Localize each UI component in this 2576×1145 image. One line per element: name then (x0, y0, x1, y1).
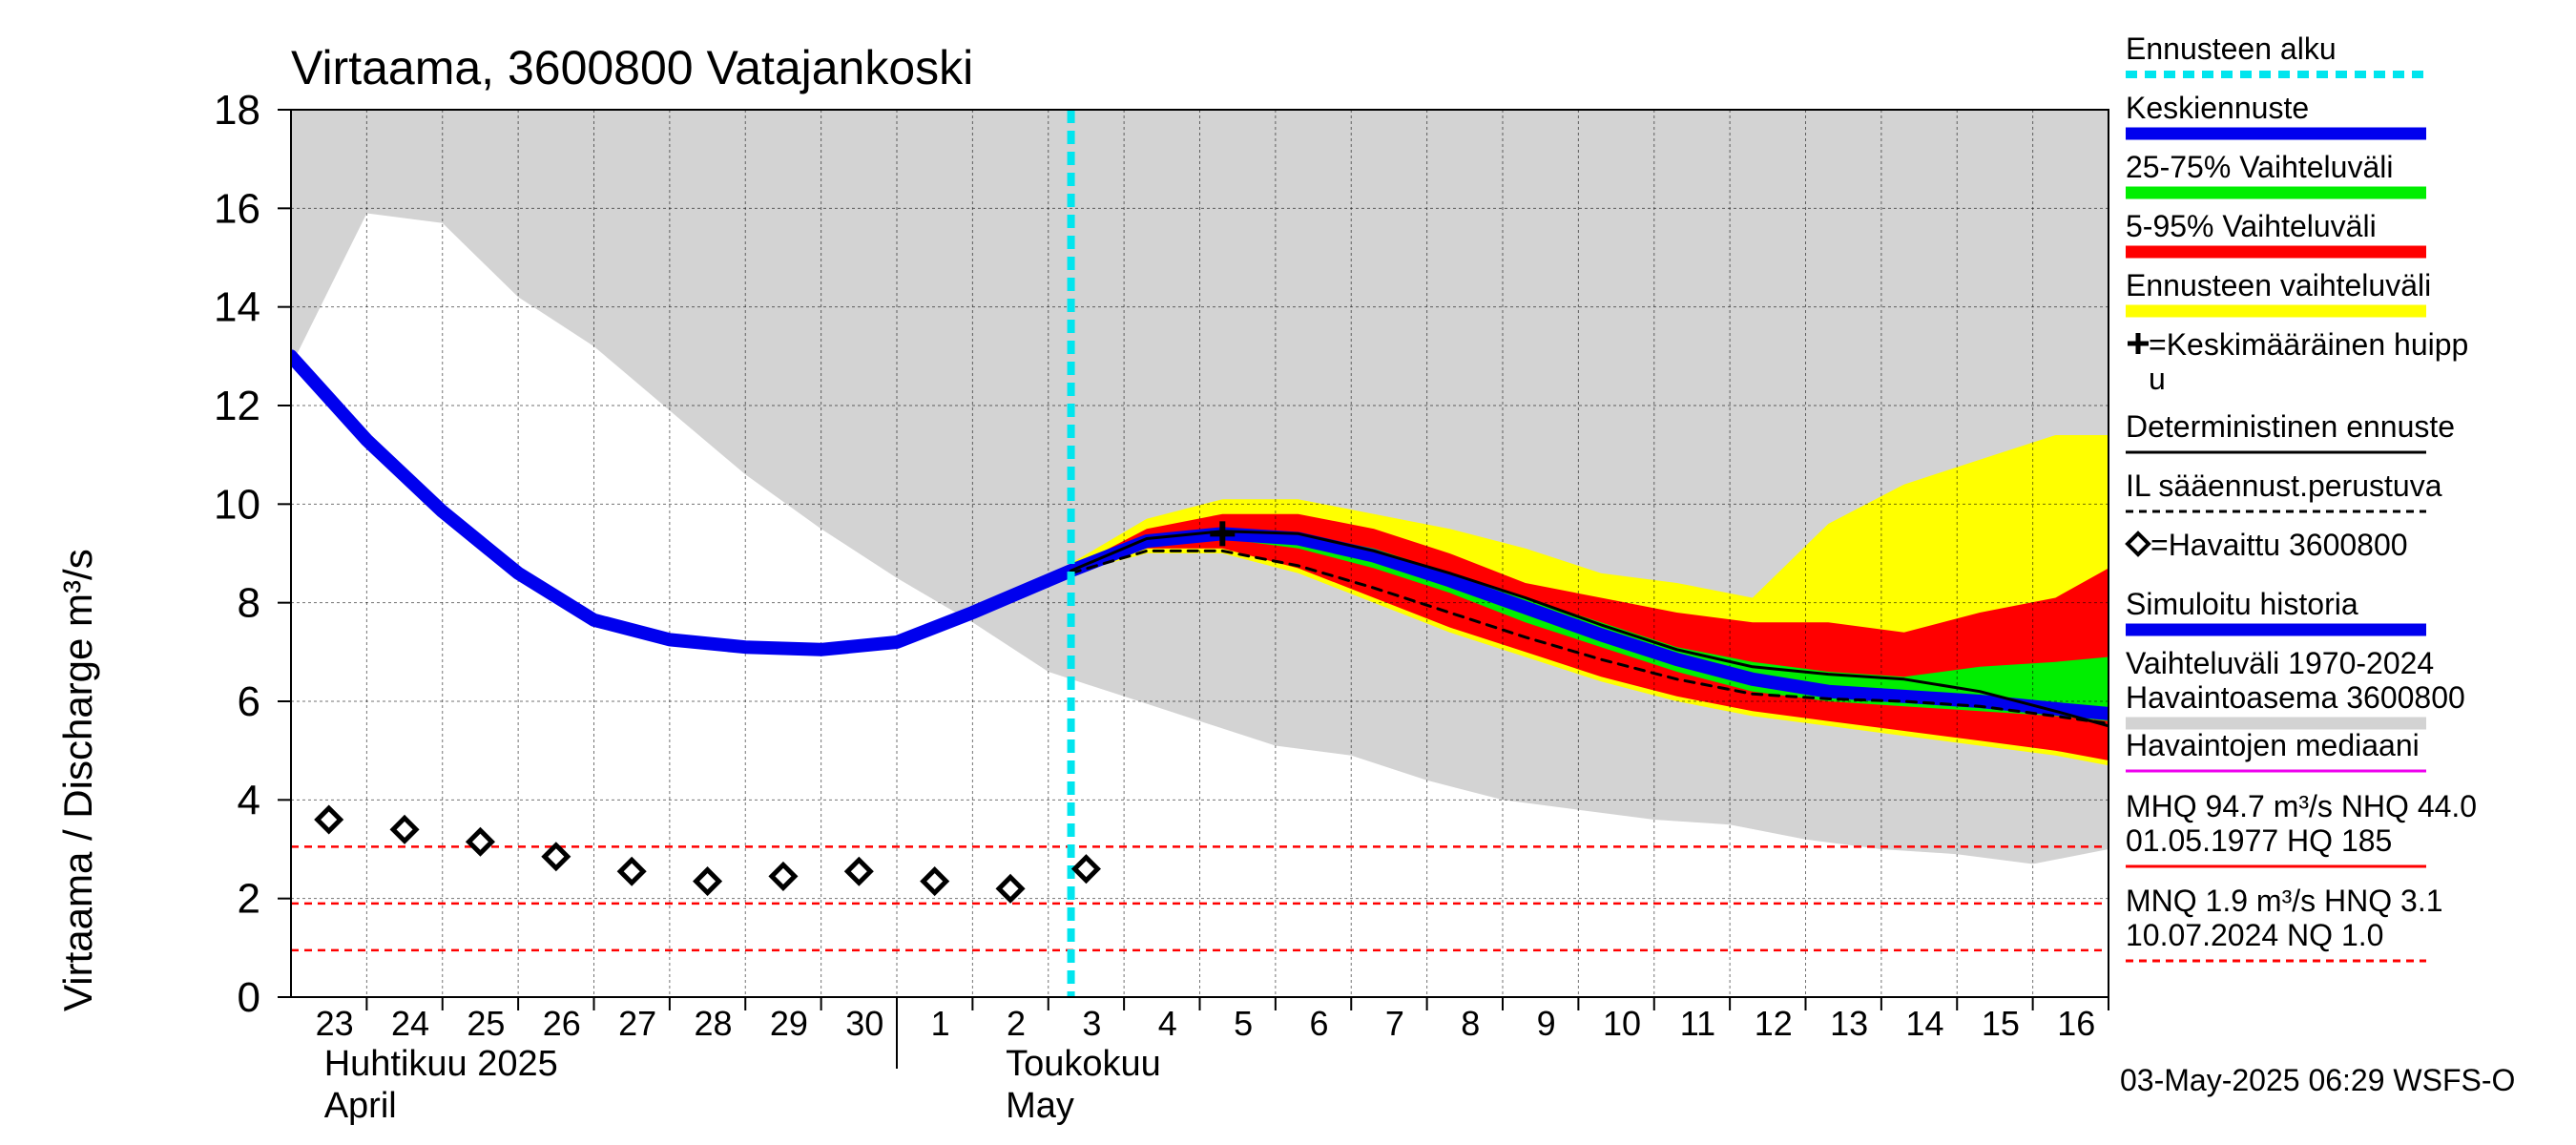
legend-label: u (2149, 362, 2166, 396)
observed-point (768, 861, 799, 891)
legend-label: Ennusteen vaihteluväli (2126, 268, 2431, 302)
legend-item: Ennusteen vaihteluväli (2126, 268, 2431, 318)
legend-item: 5-95% Vaihteluväli (2126, 209, 2426, 259)
x-tick-label: 23 (316, 1004, 354, 1043)
x-tick-label: 15 (1982, 1004, 2020, 1043)
month-label-en-april: April (324, 1086, 397, 1126)
y-tick-label: 12 (214, 383, 260, 429)
legend-item: MNQ 1.9 m³/s HNQ 3.110.07.2024 NQ 1.0 (2126, 884, 2443, 963)
legend-label: Deterministinen ennuste (2126, 409, 2455, 444)
legend-label: Havaintoasema 3600800 (2126, 680, 2465, 715)
y-tick-label: 2 (238, 876, 260, 923)
x-tick-label: 9 (1537, 1004, 1556, 1043)
y-tick-label: 18 (214, 87, 260, 134)
y-axis-label: Virtaama / Discharge m³/s (55, 549, 100, 1011)
month-label-april: Huhtikuu 2025 (324, 1044, 558, 1084)
x-tick-label: 13 (1830, 1004, 1868, 1043)
legend-label: Keskiennuste (2126, 91, 2309, 125)
legend-item: Vaihteluväli 1970-2024 Havaintoasema 360… (2126, 646, 2465, 730)
x-tick-label: 11 (1680, 1004, 1715, 1043)
y-tick-label: 10 (214, 481, 260, 528)
y-tick-label: 4 (238, 777, 260, 823)
x-tick-label: 3 (1082, 1004, 1101, 1043)
observed-point (389, 814, 420, 844)
series-line-il-s-ennust-perustuva (1070, 549, 2109, 725)
series-line-simuloitu-historia (291, 349, 1078, 656)
plot-area (291, 110, 2109, 997)
legend-item: Havaintojen mediaani (2126, 728, 2426, 773)
legend-item: Ennusteen alku (2126, 31, 2426, 78)
legend-item: =Havaittu 3600800 (2125, 528, 2408, 562)
legend-label: Simuloitu historia (2126, 587, 2358, 621)
x-tick-label: 5 (1234, 1004, 1253, 1043)
series-line-keskiennuste (1064, 527, 2109, 720)
x-tick-label: 14 (1906, 1004, 1944, 1043)
y-tick-label: 8 (238, 580, 260, 627)
x-tick-label: 29 (770, 1004, 808, 1043)
legend: Ennusteen alku Keskiennuste 25-75% Vaihtel… (2125, 31, 2477, 963)
legend-item: IL sääennust.perustuva (2126, 468, 2442, 513)
legend-item: Keskiennuste (2126, 91, 2426, 140)
observed-point (541, 842, 571, 872)
legend-label: 01.05.1977 HQ 185 (2126, 823, 2392, 858)
diamond-icon (2125, 531, 2151, 557)
x-tick-label: 6 (1310, 1004, 1329, 1043)
observed-point (1070, 854, 1101, 885)
y-tick-label: 14 (214, 284, 260, 331)
x-tick-label: 24 (391, 1004, 429, 1043)
x-tick-label: 4 (1158, 1004, 1177, 1043)
legend-label: =Havaittu 3600800 (2150, 528, 2408, 562)
observed-point (616, 856, 647, 886)
observed-point (693, 866, 723, 897)
mean-peak-marker (1210, 521, 1236, 547)
y-tick-label: 0 (238, 974, 260, 1021)
observed-point (314, 804, 344, 835)
legend-label: Vaihteluväli 1970-2024 (2126, 646, 2434, 680)
x-tick-label: 26 (543, 1004, 581, 1043)
y-tick-label: 6 (238, 678, 260, 725)
observed-point (843, 856, 874, 886)
x-tick-label: 2 (1007, 1004, 1026, 1043)
x-tick-label: 30 (845, 1004, 883, 1043)
x-tick-label: 27 (618, 1004, 656, 1043)
x-tick-label: 28 (695, 1004, 733, 1043)
x-tick-label: 8 (1461, 1004, 1480, 1043)
legend-label: MHQ 94.7 m³/s NHQ 44.0 (2126, 789, 2477, 823)
month-label-may: Toukokuu (1006, 1044, 1161, 1084)
observed-point (920, 866, 950, 897)
x-tick-label: 1 (931, 1004, 950, 1043)
observed-point (995, 873, 1026, 904)
legend-label: =Keskimääräinen huipp (2149, 327, 2468, 362)
legend-item: MHQ 94.7 m³/s NHQ 44.001.05.1977 HQ 185 (2126, 789, 2477, 868)
month-label-en-may: May (1006, 1086, 1074, 1126)
legend-label: 25-75% Vaihteluväli (2126, 150, 2393, 184)
legend-label: Havaintojen mediaani (2126, 728, 2420, 762)
chart-title: Virtaama, 3600800 Vatajankoski (291, 41, 973, 94)
legend-label: 5-95% Vaihteluväli (2126, 209, 2377, 243)
x-tick-label: 12 (1755, 1004, 1793, 1043)
x-tick-label: 10 (1603, 1004, 1641, 1043)
observed-point (465, 826, 495, 857)
legend-label: 10.07.2024 NQ 1.0 (2126, 918, 2383, 952)
legend-item: Simuloitu historia (2126, 587, 2426, 636)
timestamp-footer: 03-May-2025 06:29 WSFS-O (2120, 1063, 2515, 1097)
x-tick-label: 7 (1385, 1004, 1404, 1043)
plot-content (291, 110, 2109, 997)
legend-label: MNQ 1.9 m³/s HNQ 3.1 (2126, 884, 2443, 918)
legend-label: IL sääennust.perustuva (2126, 468, 2442, 503)
series-line-deterministinen-ennuste (1070, 530, 2109, 728)
legend-item: 25-75% Vaihteluväli (2126, 150, 2426, 199)
x-tick-label: 16 (2057, 1004, 2095, 1043)
x-tick-label: 25 (467, 1004, 505, 1043)
y-tick-label: 16 (214, 185, 260, 232)
legend-label: Ennusteen alku (2126, 31, 2337, 66)
legend-item: Deterministinen ennuste (2126, 409, 2455, 454)
